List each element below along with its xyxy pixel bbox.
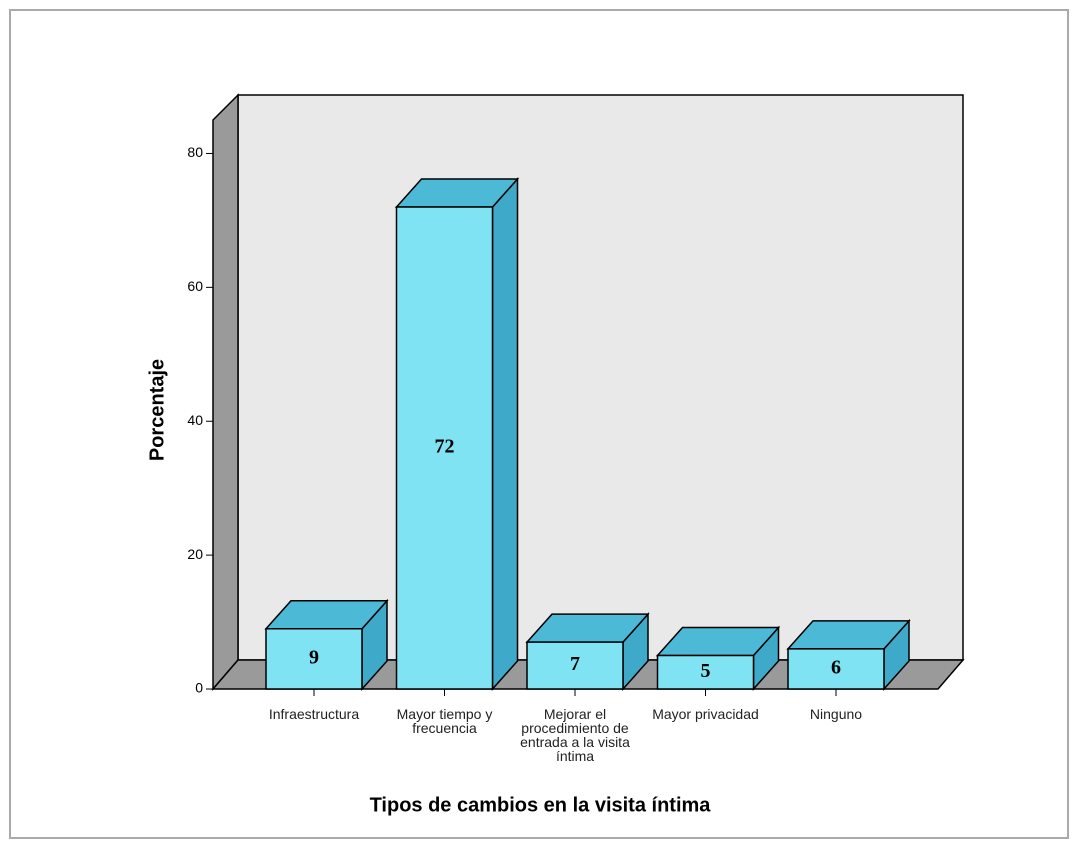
y-tick-label: 20 <box>187 546 203 562</box>
y-tick-label: 60 <box>187 278 203 294</box>
bar-front <box>265 628 363 690</box>
x-tick-label: Mayor tiempo y frecuencia <box>396 706 493 736</box>
y-tick-label: 0 <box>195 680 203 696</box>
y-tick-label: 80 <box>187 144 203 160</box>
y-axis-label: Porcentaje <box>146 359 168 461</box>
x-tick-label: Mejorar el procedimiento de entrada a la… <box>520 706 630 764</box>
x-tick-label: Ninguno <box>809 706 863 722</box>
value-label: 9 <box>309 646 319 668</box>
x-tick-label: Mayor privacidad <box>652 706 759 722</box>
bar-front <box>395 206 494 690</box>
x-tick-label: Infraestructura <box>268 706 360 722</box>
value-label: 5 <box>701 660 711 682</box>
x-axis-label: Tipos de cambios en la visita íntima <box>370 794 712 816</box>
bar <box>394 177 520 691</box>
bar-front <box>656 654 755 690</box>
value-label: 7 <box>570 653 580 675</box>
bar <box>264 598 389 691</box>
y-tick-label: 40 <box>187 412 203 428</box>
bar <box>525 612 650 691</box>
bar <box>786 618 911 691</box>
bar <box>655 625 781 691</box>
bar-front <box>787 648 885 690</box>
value-label: 72 <box>435 436 455 458</box>
value-label: 6 <box>831 657 841 679</box>
bar-front <box>526 641 624 690</box>
side-wall <box>212 93 239 692</box>
back-wall <box>237 94 964 661</box>
bar-side <box>491 177 519 691</box>
